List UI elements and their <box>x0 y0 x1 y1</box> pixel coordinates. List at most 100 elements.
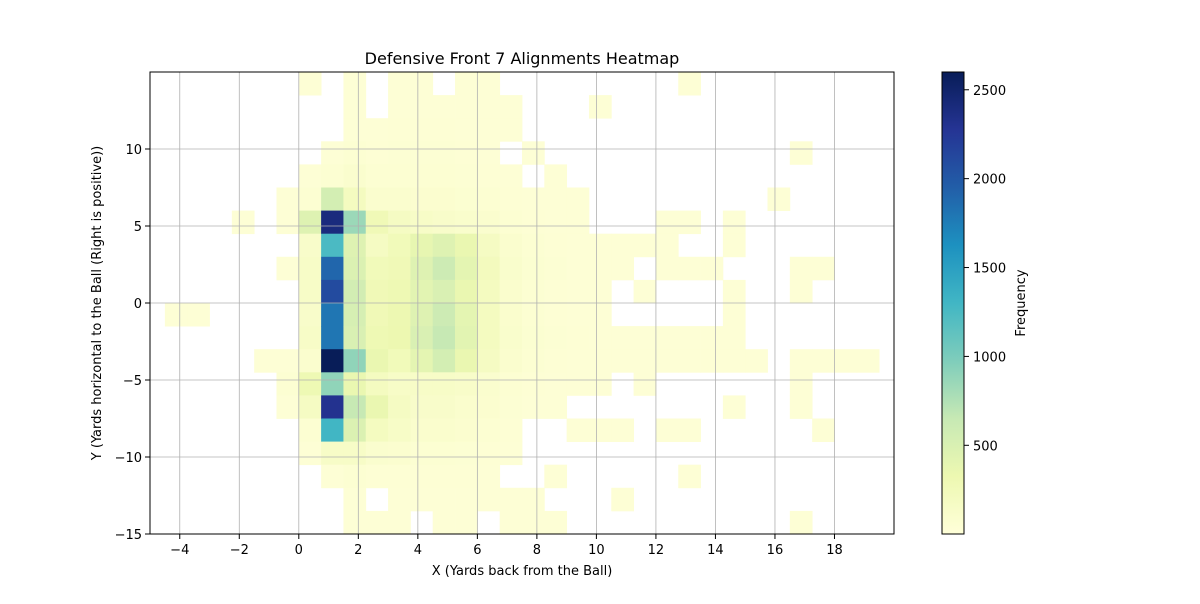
heatmap-cell <box>410 95 434 119</box>
heatmap-cell <box>432 233 456 258</box>
heatmap-cell <box>388 372 411 396</box>
heatmap-cell <box>298 441 322 466</box>
heatmap-cell <box>455 487 478 512</box>
heatmap-cell <box>321 372 344 396</box>
heatmap-cell <box>611 487 634 512</box>
heatmap-cell <box>410 487 434 512</box>
heatmap-cell <box>655 418 679 442</box>
heatmap-cell <box>298 349 322 373</box>
heatmap-cell <box>633 372 657 396</box>
heatmap-cell <box>410 141 434 165</box>
heatmap-cell <box>566 187 590 211</box>
heatmap-cell <box>321 279 344 304</box>
heatmap-cell <box>477 95 501 119</box>
y-tick-label: 5 <box>134 220 142 235</box>
heatmap-cell <box>700 256 724 281</box>
y-tick-label: −5 <box>123 374 142 389</box>
heatmap-cell <box>588 303 612 327</box>
heatmap-cell <box>298 372 322 396</box>
heatmap-cell <box>678 349 701 373</box>
heatmap-cell <box>410 395 434 419</box>
heatmap-cell <box>455 372 478 396</box>
heatmap-cell <box>388 487 411 512</box>
heatmap-cell <box>812 418 835 442</box>
heatmap-cell <box>499 441 523 466</box>
heatmap-cell <box>789 279 813 304</box>
heatmap-cell <box>522 187 545 211</box>
heatmap-cell <box>343 326 367 350</box>
heatmap-cell <box>410 279 434 304</box>
heatmap-cell <box>388 210 411 235</box>
heatmap-cell <box>722 303 746 327</box>
heatmap-cell <box>343 118 367 142</box>
heatmap-cell <box>455 510 478 534</box>
heatmap-cell <box>343 441 367 466</box>
heatmap-cell <box>566 326 590 350</box>
heatmap-cell <box>722 349 746 373</box>
heatmap-cell <box>365 118 389 142</box>
heatmap-cell <box>522 510 545 534</box>
heatmap-cell <box>455 95 478 119</box>
heatmap-cell <box>455 256 478 281</box>
heatmap-cell <box>388 233 411 258</box>
heatmap-cell <box>432 418 456 442</box>
heatmap-cell <box>410 418 434 442</box>
heatmap-cell <box>343 256 367 281</box>
heatmap-cell <box>544 233 568 258</box>
heatmap-cell <box>388 418 411 442</box>
heatmap-cell <box>588 233 612 258</box>
heatmap-cell <box>745 349 768 373</box>
heatmap-cell <box>700 349 724 373</box>
heatmap-cell <box>455 164 478 188</box>
heatmap-cell <box>343 187 367 211</box>
heatmap-cell <box>276 395 300 419</box>
heatmap-cell <box>633 326 657 350</box>
heatmap-cell <box>789 372 813 396</box>
x-tick-label: 6 <box>473 543 481 558</box>
heatmap-cell <box>544 326 568 350</box>
heatmap-cell <box>388 164 411 188</box>
heatmap-cell <box>477 279 501 304</box>
heatmap-cell <box>678 326 701 350</box>
heatmap-cell <box>544 510 568 534</box>
heatmap-cell <box>432 464 456 489</box>
heatmap-cell <box>455 141 478 165</box>
heatmap-cell <box>499 418 523 442</box>
heatmap-cell <box>812 349 835 373</box>
heatmap-cell <box>321 464 344 489</box>
heatmap-cell <box>722 210 746 235</box>
heatmap-cell <box>321 164 344 188</box>
heatmap-cell <box>722 326 746 350</box>
heatmap-cell <box>477 418 501 442</box>
heatmap-cell <box>522 233 545 258</box>
heatmap-cell <box>455 326 478 350</box>
heatmap-cell <box>700 326 724 350</box>
heatmap-cell <box>298 256 322 281</box>
heatmap-cell <box>365 233 389 258</box>
heatmap-cells <box>164 72 880 534</box>
heatmap-cell <box>343 464 367 489</box>
heatmap-cell <box>432 303 456 327</box>
heatmap-cell <box>499 210 523 235</box>
heatmap-cell <box>432 349 456 373</box>
heatmap-cell <box>722 279 746 304</box>
heatmap-cell <box>499 510 523 534</box>
heatmap-cell <box>365 256 389 281</box>
heatmap-cell <box>522 210 545 235</box>
heatmap-cell <box>298 395 322 419</box>
heatmap-cell <box>410 326 434 350</box>
grid-lines <box>150 72 894 535</box>
heatmap-cell <box>187 303 210 327</box>
heatmap-cell <box>455 72 478 96</box>
heatmap-cell <box>611 233 634 258</box>
heatmap-cell <box>522 279 545 304</box>
colorbar-tick-label: 500 <box>973 439 998 454</box>
heatmap-cell <box>588 95 612 119</box>
heatmap-cell <box>432 510 456 534</box>
y-axis-ticks: −15 −10 −5 0 5 10 <box>115 143 150 543</box>
x-tick-label: 16 <box>767 543 784 558</box>
heatmap-cell <box>432 395 456 419</box>
heatmap-cell <box>388 95 411 119</box>
x-tick-label: 18 <box>826 543 843 558</box>
